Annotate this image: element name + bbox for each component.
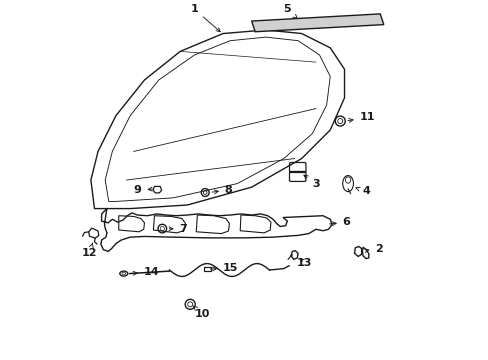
Polygon shape bbox=[251, 14, 383, 32]
Text: 3: 3 bbox=[304, 175, 319, 189]
Text: 10: 10 bbox=[192, 306, 210, 319]
Text: 15: 15 bbox=[210, 262, 238, 273]
Text: 11: 11 bbox=[347, 112, 374, 122]
Text: 4: 4 bbox=[355, 186, 369, 197]
Text: 2: 2 bbox=[364, 244, 382, 253]
Text: 7: 7 bbox=[169, 224, 187, 234]
Text: 13: 13 bbox=[296, 258, 311, 268]
Bar bbox=[204, 267, 210, 271]
Text: 8: 8 bbox=[211, 185, 232, 195]
Text: 5: 5 bbox=[283, 4, 297, 18]
Text: 12: 12 bbox=[81, 243, 97, 258]
Text: 9: 9 bbox=[134, 185, 152, 195]
Text: 6: 6 bbox=[329, 217, 350, 227]
Text: 14: 14 bbox=[130, 267, 159, 277]
Text: 1: 1 bbox=[190, 4, 220, 32]
